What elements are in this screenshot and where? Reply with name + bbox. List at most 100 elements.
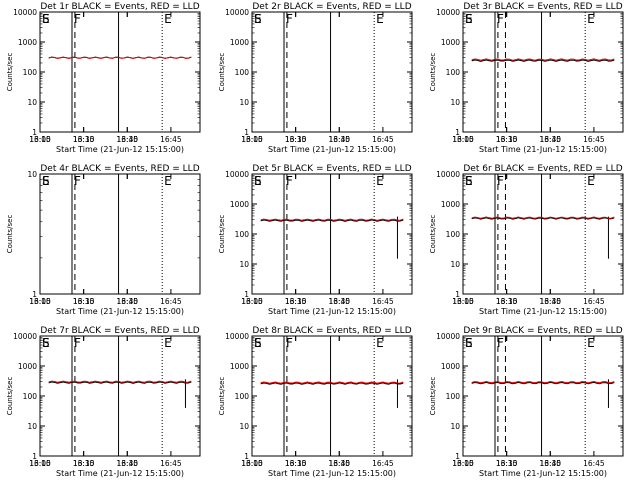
event-marker-label: E [465,12,473,26]
x-tick-label: 16:15 [73,459,95,468]
y-tick-label: 1 [455,452,460,461]
x-tick-label: 16:15 [285,459,307,468]
y-tick-label: 10 [239,260,249,269]
x-tick-label: 13:15 [29,459,51,468]
y-tick-label: 1 [32,452,37,461]
y-tick-label: 10 [450,422,460,431]
x-tick-label: 16:45 [583,459,605,468]
x-tick-label: 16:45 [160,135,182,144]
rate-series-line [471,380,615,384]
y-tick-label: 10 [450,98,460,107]
x-axis-label: Start Time (21-Jun-12 15:15:00) [268,469,396,478]
x-tick-label: 16:15 [496,135,518,144]
event-marker-label: F [497,12,504,26]
panel-title: Det 6r BLACK = Events, RED = LLD [463,164,622,174]
y-tick-label: 1000 [230,200,249,209]
x-tick-label: 16:45 [160,297,182,306]
event-marker-label: E [254,12,262,26]
x-tick-label: 16:15 [496,459,518,468]
detector-panel: Det 2r BLACK = Events, RED = LLD 1 10 100 10… [218,2,413,154]
x-axis-label: Start Time (21-Jun-12 15:15:00) [268,307,396,316]
y-tick-label: 100 [23,68,38,77]
x-tick-label: 13:15 [241,459,263,468]
x-tick-label: 16:45 [160,459,182,468]
event-marker-label: E [465,336,473,350]
event-marker-label: S [42,12,50,26]
x-tick-label: 13:45 [116,459,138,468]
y-tick-label: 1 [32,128,37,137]
event-marker-label: E [42,336,50,350]
rate-series-line [471,216,615,219]
event-marker-label: F [497,174,504,188]
detector-panel: Det 8r BLACK = Events, RED = LLD 1 10 100 10… [218,326,413,478]
y-tick-label: 1000 [441,362,460,371]
x-tick-label: 13:45 [539,135,561,144]
panel-title: Det 5r BLACK = Events, RED = LLD [252,164,411,174]
y-tick-label: 100 [23,392,38,401]
event-marker-label: E [254,174,262,188]
y-tick-label: 10000 [225,170,249,179]
plot-frame [251,335,413,457]
rate-series-line [260,218,404,221]
x-tick-label: 13:15 [29,135,51,144]
x-tick-label: 16:30 [116,297,138,306]
x-tick-label: 16:30 [328,459,350,468]
y-tick-label: 1000 [18,38,37,47]
x-axis-label: Start Time (21-Jun-12 15:15:00) [268,145,396,154]
x-tick-label: 16:00 [241,459,263,468]
y-axis-label: Counts/sec [6,377,14,416]
event-marker-label: E [465,174,473,188]
panel-title: Det 1r BLACK = Events, RED = LLD [40,2,199,12]
event-marker-label: E [164,12,172,26]
x-tick-label: 13:45 [328,459,350,468]
event-marker-label: F [286,174,293,188]
x-tick-label: 13:15 [452,135,474,144]
y-tick-label: 1000 [441,38,460,47]
event-marker-label: E [42,174,50,188]
y-tick-label: 10000 [436,8,460,17]
x-tick-label: 16:15 [285,297,307,306]
y-tick-label: 1 [455,290,460,299]
x-tick-label: 13:45 [539,459,561,468]
x-tick-label: 16:15 [285,135,307,144]
x-tick-label: 16:30 [116,459,138,468]
y-tick-label: 1 [32,290,37,299]
event-marker-label: F [286,12,293,26]
y-tick-label: 1000 [18,362,37,371]
y-tick-label: 100 [446,68,461,77]
y-tick-label: 10000 [225,8,249,17]
y-tick-label: 1 [455,128,460,137]
panel-title: Det 7r BLACK = Events, RED = LLD [40,326,199,336]
event-marker-label: E [376,12,384,26]
x-tick-label: 13:15 [29,297,51,306]
event-marker-label: F [74,174,81,188]
x-tick-label: 16:00 [452,459,474,468]
event-marker-label: S [465,174,473,188]
y-tick-label: 1 [244,290,249,299]
x-axis-label: Start Time (21-Jun-12 15:15:00) [56,307,184,316]
x-tick-label: 16:15 [73,297,95,306]
y-tick-label: 100 [446,230,461,239]
y-axis-label: Counts/sec [6,215,14,254]
event-marker-label: S [465,336,473,350]
x-tick-label: 13:15 [241,297,263,306]
event-marker-label: S [42,174,50,188]
x-tick-label: 16:45 [372,135,394,144]
x-tick-label: 16:30 [116,135,138,144]
detector-panel: Det 1r BLACK = Events, RED = LLD 1 10 100 10… [6,2,506,154]
x-tick-label: 16:00 [241,297,263,306]
x-tick-label: 13:30 [285,135,307,144]
x-tick-label: 16:45 [583,135,605,144]
plot-frame [462,173,624,295]
plot-frame [39,11,201,133]
rate-series-line [260,382,404,385]
rate-series-line [48,381,192,384]
x-tick-label: 16:00 [452,297,474,306]
x-tick-label: 13:45 [328,297,350,306]
x-axis-label: Start Time (21-Jun-12 15:15:00) [56,145,184,154]
event-marker-label: S [254,174,262,188]
x-tick-label: 13:15 [452,297,474,306]
x-tick-label: 13:45 [116,297,138,306]
detector-panel: Det 3r BLACK = Events, RED = LLD 1 10 100 10… [429,2,624,154]
